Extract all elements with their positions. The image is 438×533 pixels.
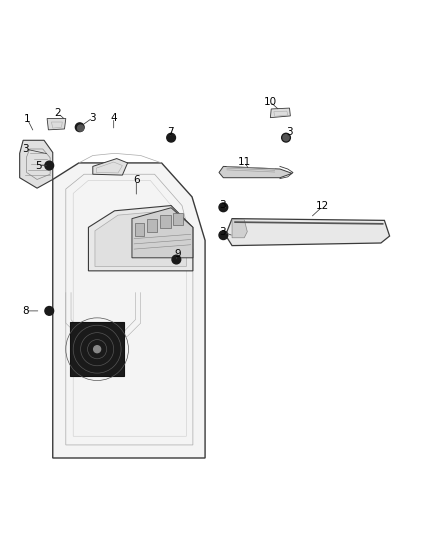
Text: 9: 9 (174, 249, 181, 260)
Polygon shape (173, 213, 184, 225)
Circle shape (94, 346, 101, 353)
Polygon shape (232, 220, 247, 238)
Circle shape (219, 231, 228, 239)
Polygon shape (95, 211, 186, 266)
Circle shape (45, 306, 53, 315)
Polygon shape (47, 118, 66, 130)
Polygon shape (135, 223, 144, 236)
Text: 3: 3 (219, 227, 226, 237)
Text: 1: 1 (24, 115, 31, 124)
Text: 6: 6 (133, 175, 140, 185)
Polygon shape (234, 221, 384, 225)
Polygon shape (88, 206, 193, 271)
Text: 2: 2 (55, 108, 61, 118)
Circle shape (172, 255, 181, 264)
Polygon shape (20, 140, 53, 188)
Text: 7: 7 (167, 126, 173, 136)
Polygon shape (270, 108, 290, 118)
Circle shape (78, 125, 84, 131)
Text: 5: 5 (35, 160, 42, 171)
Text: 12: 12 (316, 201, 329, 212)
Circle shape (75, 123, 84, 132)
Text: 11: 11 (238, 157, 251, 167)
Text: 4: 4 (110, 112, 117, 123)
Circle shape (167, 133, 176, 142)
Text: 8: 8 (22, 306, 28, 316)
Text: 3: 3 (286, 127, 293, 138)
Text: 3: 3 (22, 144, 28, 154)
Circle shape (219, 203, 228, 212)
Circle shape (282, 133, 290, 142)
Polygon shape (219, 166, 292, 177)
Polygon shape (53, 163, 205, 458)
Polygon shape (132, 208, 193, 258)
Text: 3: 3 (89, 112, 96, 123)
Text: 3: 3 (219, 200, 226, 209)
Polygon shape (93, 158, 127, 175)
Polygon shape (147, 219, 157, 232)
Circle shape (45, 161, 53, 170)
Polygon shape (226, 219, 390, 246)
Polygon shape (70, 322, 124, 376)
Polygon shape (160, 215, 171, 228)
Circle shape (283, 135, 289, 141)
Text: 10: 10 (264, 97, 277, 107)
